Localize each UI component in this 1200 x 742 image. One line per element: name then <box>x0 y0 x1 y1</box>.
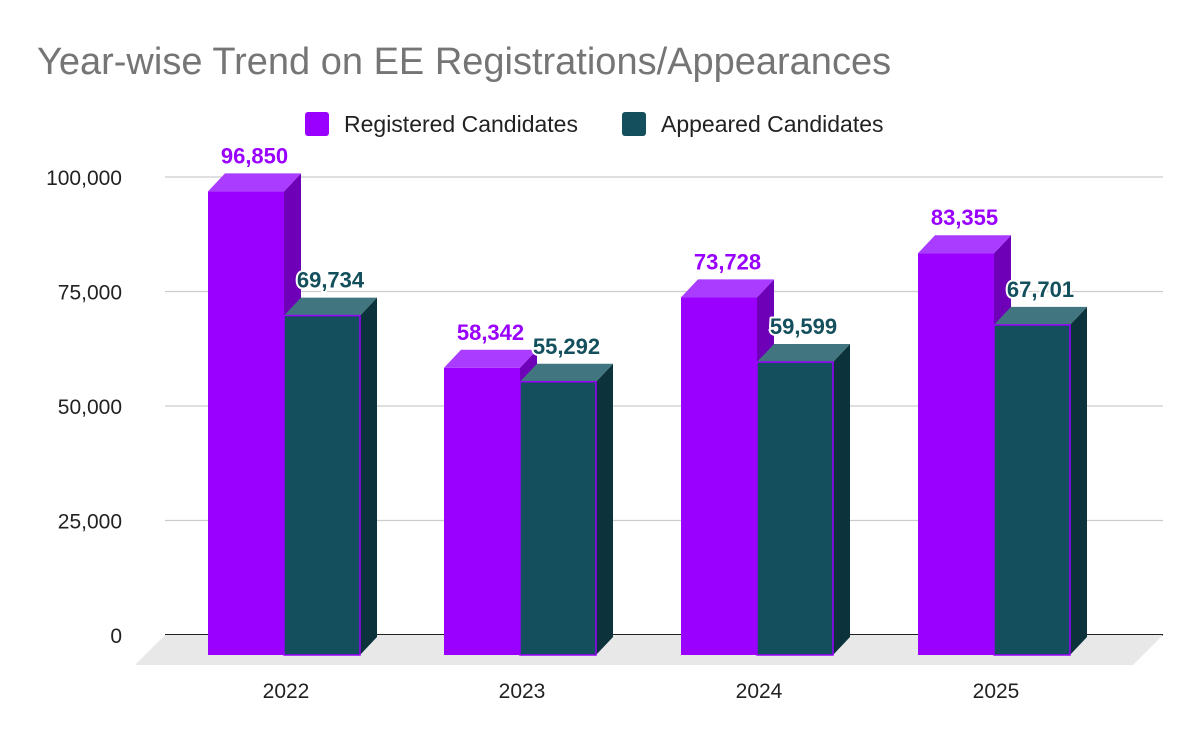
data-label-appeared-2025: 67,701 <box>1007 277 1074 302</box>
legend-label-appeared: Appeared Candidates <box>661 111 884 137</box>
data-label-appeared-2024: 59,599 <box>770 314 837 339</box>
bar-side <box>833 344 850 655</box>
floor-plane <box>135 635 1163 665</box>
x-tick-label: 2024 <box>736 680 783 703</box>
y-tick-label: 75,000 <box>58 282 122 305</box>
bar-front <box>519 381 597 656</box>
x-tick-label: 2022 <box>263 680 310 703</box>
y-tick-label: 25,000 <box>58 511 122 534</box>
bar-top <box>284 297 377 316</box>
bar-appeared-2024 <box>756 344 850 656</box>
y-axis: 0 25,000 50,000 75,000 100,000 <box>46 167 122 648</box>
y-tick-label: 0 <box>110 625 122 648</box>
x-axis: 2022 2023 2024 2025 <box>263 680 1020 703</box>
bar-top <box>681 279 774 298</box>
bar-top <box>444 349 537 368</box>
bar-front <box>756 361 834 656</box>
data-labels: 96,850 69,734 58,342 55,292 73,728 59,599 83,3… <box>219 141 1076 360</box>
bar-front <box>993 324 1071 656</box>
bar-top <box>918 235 1011 254</box>
data-label-registered-2025: 83,355 <box>931 205 998 230</box>
legend-swatch-registered <box>305 112 329 136</box>
bar-registered-2022 <box>208 173 301 655</box>
data-label-registered-2022: 96,850 <box>221 143 288 168</box>
bar-top <box>520 363 613 382</box>
chart-title: Year-wise Trend on EE Registrations/Appe… <box>37 41 891 83</box>
x-tick-label: 2025 <box>973 680 1020 703</box>
bar-appeared-2025 <box>993 306 1087 656</box>
data-label-appeared-2023: 55,292 <box>533 334 600 359</box>
legend: Registered Candidates Appeared Candidate… <box>305 111 884 137</box>
legend-swatch-appeared <box>622 112 646 136</box>
bar-top <box>208 173 301 192</box>
bar-appeared-2023 <box>519 363 613 656</box>
data-label-appeared-2022: 69,734 <box>297 268 365 293</box>
y-tick-label: 50,000 <box>58 396 122 419</box>
bar-front <box>681 297 757 655</box>
chart-floor <box>135 635 1163 665</box>
bar-top <box>994 306 1087 325</box>
y-tick-label: 100,000 <box>46 167 122 190</box>
bar-side <box>1070 306 1087 655</box>
data-label-registered-2024: 73,728 <box>694 249 761 274</box>
bar-appeared-2022 <box>283 297 377 656</box>
bar-front <box>444 367 520 655</box>
bars <box>208 173 1087 656</box>
bar-front <box>283 314 361 656</box>
bar-side <box>360 297 377 655</box>
bar-side <box>596 363 613 655</box>
x-tick-label: 2023 <box>499 680 546 703</box>
bar-front <box>918 253 994 655</box>
data-label-registered-2023: 58,342 <box>457 320 524 345</box>
bar-front <box>208 191 284 655</box>
legend-label-registered: Registered Candidates <box>344 111 578 137</box>
bar-top <box>757 344 850 363</box>
